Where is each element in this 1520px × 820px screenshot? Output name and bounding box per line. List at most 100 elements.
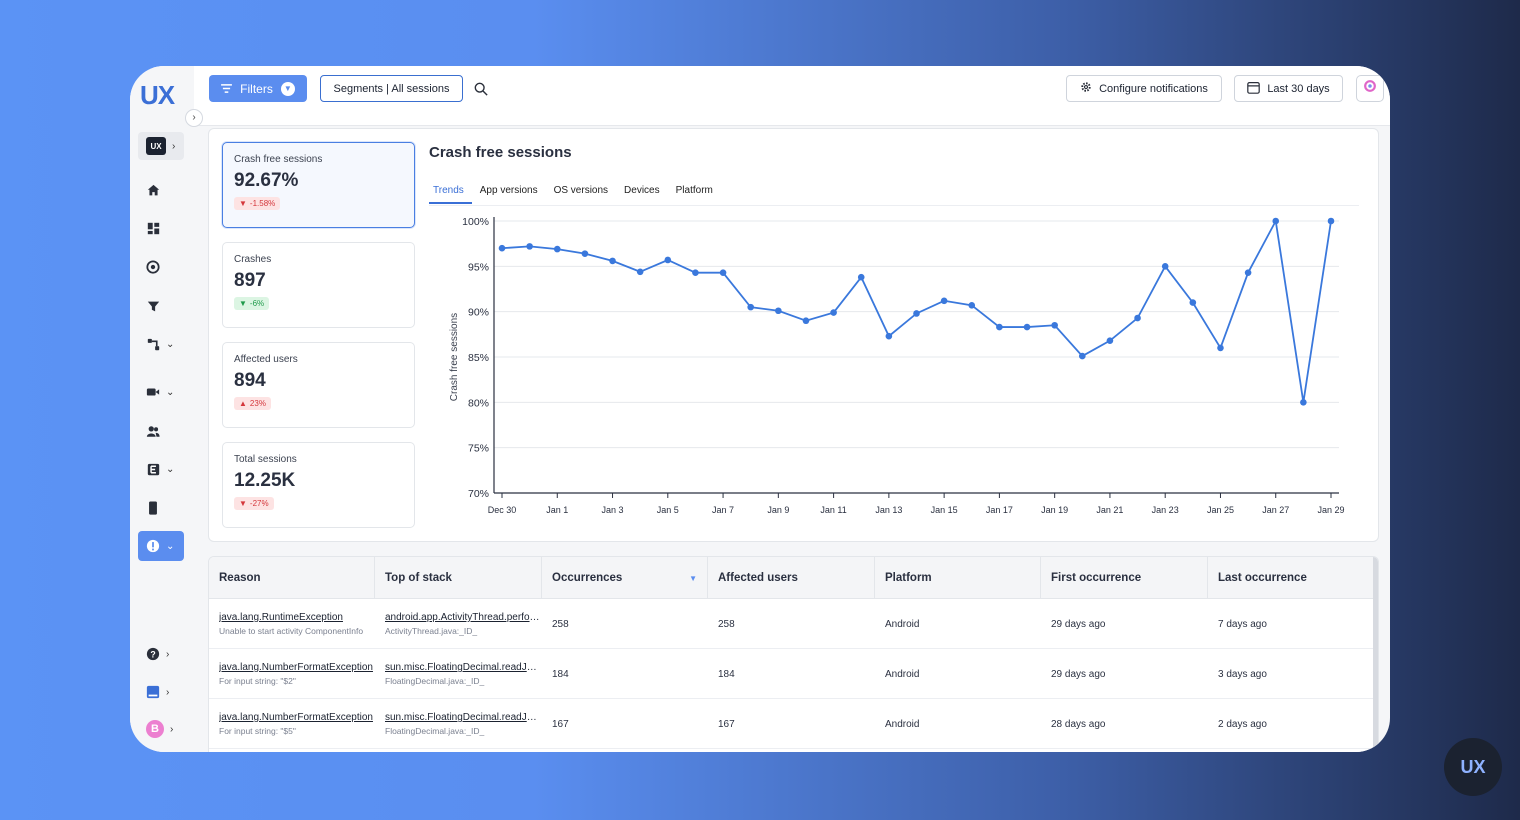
chevron-down-icon: ⌄ (166, 540, 175, 552)
cell-reason: java.lang.RuntimeException Unable to sta… (209, 599, 363, 649)
stat-card-total-sessions[interactable]: Total sessions 12.25K ▼ -27% (222, 442, 415, 528)
segments-button[interactable]: Segments | All sessions (320, 75, 463, 102)
cell-affected-users: 258 (718, 618, 735, 630)
sidebar-item-help[interactable]: ? › (138, 640, 184, 668)
sort-desc-icon[interactable]: ▼ (689, 574, 697, 583)
sidebar-item-dashboards[interactable] (138, 214, 184, 242)
stat-card-affected-users[interactable]: Affected users 894 ▲ 23% (222, 342, 415, 428)
cell-stack: android.app.ActivityThread.performLaunch… (375, 599, 540, 649)
stat-card-crash-free[interactable]: Crash free sessions 92.67% ▼ -1.58% (222, 142, 415, 228)
column-header-top-of-stack[interactable]: Top of stack (375, 557, 542, 599)
tab-os-versions[interactable]: OS versions (553, 185, 609, 196)
tab-platform[interactable]: Platform (675, 185, 713, 196)
cell-last-occurrence: 2 days ago (1218, 718, 1267, 730)
data-point (913, 310, 920, 317)
y-tick-label: 75% (468, 443, 489, 455)
data-point (1079, 352, 1086, 360)
users-icon (146, 424, 160, 438)
table-row[interactable]: java.lang.RuntimeException Unable to sta… (209, 599, 1378, 649)
data-point (1217, 344, 1224, 352)
reason-link[interactable]: java.lang.NumberFormatException (219, 712, 373, 723)
data-point (747, 303, 754, 311)
configure-notifications-button[interactable]: Configure notifications (1066, 75, 1222, 102)
table-scrollbar[interactable] (1373, 557, 1378, 752)
stat-value: 897 (234, 270, 266, 291)
cell-platform: Android (885, 668, 920, 680)
change-badge: ▼ -27% (234, 497, 274, 510)
stack-link[interactable]: sun.misc.FloatingDecimal.readJavaFormatS… (385, 662, 540, 673)
cell-last-occurrence: 3 days ago (1218, 668, 1267, 680)
search-icon[interactable] (474, 82, 488, 101)
crash-free-line-chart: 100% 95% 90% 85% 80% 75% 70% Crash free session… (449, 216, 1345, 515)
x-tick-label: Jan 21 (1096, 505, 1123, 515)
column-header-reason[interactable]: Reason (209, 557, 375, 599)
sidebar-expand-button[interactable]: › (185, 109, 203, 127)
workspace-switcher[interactable]: UX › (138, 132, 184, 160)
tab-trends[interactable]: Trends (429, 181, 472, 204)
sidebar-item-funnels[interactable] (138, 292, 184, 320)
svg-text:?: ? (150, 650, 155, 660)
column-header-occurrences[interactable]: Occurrences ▼ (542, 557, 708, 599)
logo-text: UX (140, 80, 175, 110)
cell-stack: sun.misc.FloatingDecimal.readJavaFormatS… (375, 699, 540, 749)
ai-assistant-button[interactable] (1356, 75, 1384, 102)
change-value: -27% (249, 499, 269, 508)
tabs-divider (429, 205, 1359, 206)
x-tick-label: Jan 15 (931, 505, 958, 515)
sidebar-item-crashes[interactable]: ⌄ (138, 531, 184, 561)
table-row[interactable]: java.lang.NumberFormatException For inpu… (209, 649, 1378, 699)
stat-value: 12.25K (234, 470, 296, 491)
cell-occurrences: 258 (552, 618, 569, 630)
sidebar-item-home[interactable] (138, 176, 184, 204)
column-header-platform[interactable]: Platform (875, 557, 1041, 599)
brand-logo[interactable]: UX (140, 80, 175, 111)
data-point (1023, 323, 1031, 331)
corner-brand-logo: UX (1444, 738, 1502, 796)
column-header-affected-users[interactable]: Affected users (708, 557, 875, 599)
stack-link[interactable]: android.app.ActivityThread.performLaunch… (385, 612, 540, 623)
sidebar-item-journeys[interactable]: ⌄ (138, 330, 184, 358)
cell-last-occurrence: 7 days ago (1218, 618, 1267, 630)
filters-button[interactable]: Filters ▼ (209, 75, 307, 102)
tab-devices[interactable]: Devices (624, 185, 660, 196)
y-tick-label: 80% (468, 397, 489, 409)
reason-link[interactable]: java.lang.RuntimeException (219, 612, 343, 623)
sidebar-item-users[interactable] (138, 417, 184, 445)
stat-value: 894 (234, 370, 266, 391)
sidebar-item-recordings[interactable]: ⌄ (138, 378, 184, 406)
journeys-icon (146, 337, 160, 351)
data-point (1051, 321, 1058, 329)
x-tick-label: Jan 19 (1041, 505, 1068, 515)
cell-stack: sun.misc.FloatingDecimal.readJavaFormatS… (375, 649, 540, 699)
reason-detail: For input string: "$2" (219, 676, 296, 686)
y-tick-label: 70% (468, 488, 489, 500)
data-point (1244, 269, 1252, 276)
stat-value: 92.67% (234, 170, 299, 191)
sidebar-item-account[interactable]: B › (138, 715, 184, 743)
data-point (968, 302, 976, 309)
reason-link[interactable]: java.lang.NumberFormatException (219, 662, 373, 673)
sidebar-item-docs[interactable]: › (138, 678, 184, 706)
chevron-down-icon: ⌄ (166, 338, 175, 350)
sidebar: UX › UX › (130, 66, 203, 752)
stack-link[interactable]: sun.misc.FloatingDecimal.readJavaFormatS… (385, 712, 540, 723)
tab-app-versions[interactable]: App versions (479, 185, 538, 196)
table-row[interactable]: java.lang.NumberFormatException For inpu… (209, 699, 1378, 749)
sidebar-item-insights[interactable] (138, 253, 184, 281)
data-point (857, 273, 865, 281)
stat-card-crashes[interactable]: Crashes 897 ▼ -6% (222, 242, 415, 328)
arrow-down-icon: ▼ (239, 299, 247, 308)
x-tick-label: Jan 3 (602, 505, 624, 515)
cell-platform: Android (885, 718, 920, 730)
filters-label: Filters (240, 81, 273, 96)
sidebar-item-events[interactable]: ⌄ (138, 455, 184, 483)
video-icon (146, 385, 160, 399)
segments-label: Segments | All sessions (333, 82, 450, 95)
date-range-button[interactable]: Last 30 days (1234, 75, 1343, 102)
data-point (526, 243, 533, 250)
column-header-first-occurrence[interactable]: First occurrence (1041, 557, 1208, 599)
reason-detail: Unable to start activity ComponentInfo (219, 626, 364, 636)
sidebar-item-mobile[interactable] (138, 494, 184, 522)
data-point (802, 317, 810, 325)
column-header-last-occurrence[interactable]: Last occurrence (1218, 572, 1307, 584)
